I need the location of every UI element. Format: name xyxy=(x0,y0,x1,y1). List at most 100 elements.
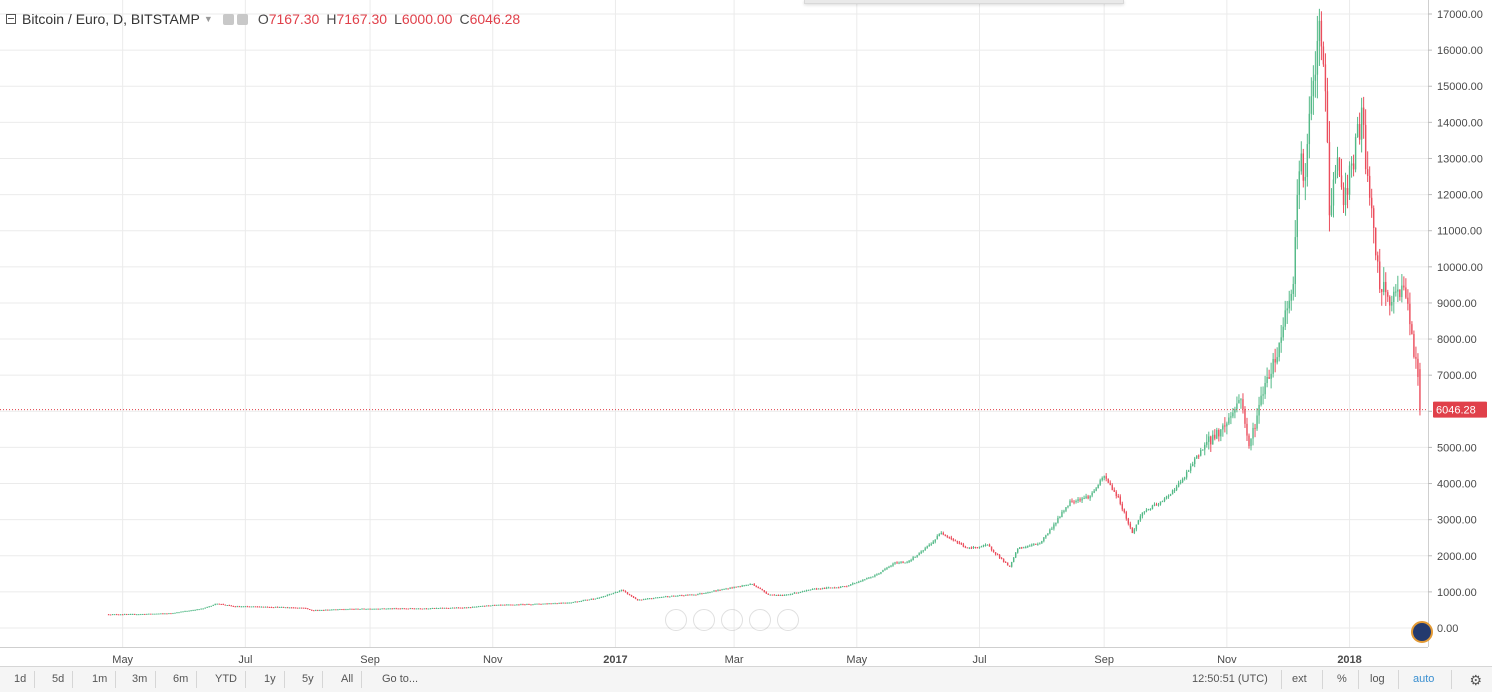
candle-body xyxy=(492,604,494,606)
candle-body xyxy=(377,608,379,610)
candle-body xyxy=(117,614,120,616)
x-tick-label: Nov xyxy=(483,654,503,666)
candle-body xyxy=(1143,511,1146,513)
candle-body xyxy=(184,611,186,613)
candle-body xyxy=(1083,498,1085,500)
candle-body xyxy=(488,605,490,607)
price-chart[interactable]: 0.00 1000.00 2000.00 3000.00 4000.00 5000.00 6… xyxy=(0,0,1492,666)
candle-body xyxy=(1262,394,1264,396)
ext-toggle[interactable]: ext xyxy=(1292,673,1307,685)
bottom-toolbar: 1d 5d 1m 3m 6m YTD 1y 5y All Go to... 12… xyxy=(0,666,1492,692)
candle-body xyxy=(572,602,574,604)
range-3m-button[interactable]: 3m xyxy=(124,671,157,688)
candle-body xyxy=(526,603,528,605)
range-5d-button[interactable]: 5d xyxy=(44,671,74,688)
symbol-title[interactable]: Bitcoin / Euro, D, BITSTAMP xyxy=(22,11,200,27)
candle-body xyxy=(1210,436,1212,445)
y-tick-label: 1000.00 xyxy=(1437,587,1477,599)
eye-icon[interactable] xyxy=(222,13,234,25)
candle-body xyxy=(1300,153,1302,172)
time-axis[interactable]: May Jul Sep Nov 2017 Mar May Jul Sep Nov 2018 xyxy=(0,647,1428,667)
candle-body xyxy=(667,596,669,598)
auto-toggle[interactable]: auto xyxy=(1413,673,1435,685)
range-1d-button[interactable]: 1d xyxy=(6,671,36,688)
candle-body xyxy=(1312,80,1315,97)
candle-body xyxy=(1266,377,1268,384)
candle-body xyxy=(240,606,243,608)
candle-body xyxy=(471,606,474,608)
range-5y-button[interactable]: 5y xyxy=(294,671,323,688)
candle-body xyxy=(1419,369,1421,410)
candle-body xyxy=(630,594,633,597)
reset-icon[interactable] xyxy=(693,609,715,631)
candle-body xyxy=(936,536,938,540)
candle-body xyxy=(1191,464,1194,467)
candle-body xyxy=(1014,552,1017,558)
candle-body xyxy=(864,579,866,581)
chevron-down-icon[interactable]: ▼ xyxy=(203,14,213,24)
gear-icon[interactable]: ⚙ xyxy=(1469,672,1482,688)
collapse-icon[interactable] xyxy=(6,14,16,24)
candle-body xyxy=(707,592,709,594)
candle-body xyxy=(389,608,391,610)
candle-body xyxy=(500,604,502,606)
candle-body xyxy=(109,614,112,616)
zoom-out-icon[interactable] xyxy=(665,609,687,631)
candle-body xyxy=(107,614,110,616)
candle-body xyxy=(397,608,399,610)
candle-body xyxy=(769,594,772,596)
candle-body xyxy=(868,577,870,579)
candle-body xyxy=(898,562,900,564)
candle-body xyxy=(880,571,882,574)
zoom-in-icon[interactable] xyxy=(721,609,743,631)
y-tick-label: 4000.00 xyxy=(1437,479,1477,491)
candle-body xyxy=(1383,281,1385,292)
candle-body xyxy=(552,603,554,605)
candle-body xyxy=(298,607,301,609)
scroll-right-icon[interactable] xyxy=(777,609,799,631)
candle-body xyxy=(490,605,492,607)
candle-body xyxy=(144,614,146,616)
scroll-left-icon[interactable] xyxy=(749,609,771,631)
last-price-label: 6046.28 xyxy=(1436,405,1476,417)
candle-body xyxy=(634,597,637,600)
candle-body xyxy=(1379,261,1381,290)
clock-text[interactable]: 12:50:51 (UTC) xyxy=(1192,673,1268,685)
candle-body xyxy=(395,608,397,610)
candle-body xyxy=(962,544,965,547)
candle-body xyxy=(425,608,428,610)
candle-body xyxy=(944,534,946,536)
chart-legend: Bitcoin / Euro, D, BITSTAMP ▼ O 7167.30 H… xyxy=(6,9,520,29)
candle-body xyxy=(1354,137,1357,170)
zoom-controls[interactable] xyxy=(665,609,799,631)
candle-body xyxy=(290,607,293,609)
candle-body xyxy=(1204,444,1206,450)
range-all-button[interactable]: All xyxy=(333,671,363,688)
log-toggle[interactable]: log xyxy=(1370,673,1385,685)
percent-toggle[interactable]: % xyxy=(1337,673,1347,685)
candle-body xyxy=(508,604,510,606)
candle-body xyxy=(1375,228,1377,256)
candle-body xyxy=(136,614,138,616)
x-tick-label: Mar xyxy=(725,654,744,666)
candle-body xyxy=(339,609,341,611)
settings-icon[interactable] xyxy=(236,13,248,25)
price-axis[interactable]: 0.00 1000.00 2000.00 3000.00 4000.00 5000.00 6… xyxy=(1428,0,1492,666)
candle-body xyxy=(415,608,418,610)
candle-body xyxy=(1189,466,1192,471)
candle-body xyxy=(928,544,930,547)
candle-body xyxy=(1141,512,1144,517)
candle-body xyxy=(1387,292,1389,297)
goto-button[interactable]: Go to... xyxy=(382,673,419,685)
candle-body xyxy=(874,575,876,577)
range-ytd-button[interactable]: YTD xyxy=(207,671,246,688)
candle-body xyxy=(260,606,263,608)
range-1m-button[interactable]: 1m xyxy=(84,671,117,688)
candle-body xyxy=(958,542,961,544)
tradingview-logo-icon[interactable] xyxy=(1411,621,1433,643)
candle-body xyxy=(536,603,538,605)
candle-body xyxy=(272,607,275,609)
range-6m-button[interactable]: 6m xyxy=(165,671,198,688)
candle-body xyxy=(926,546,928,549)
range-1y-button[interactable]: 1y xyxy=(256,671,285,688)
